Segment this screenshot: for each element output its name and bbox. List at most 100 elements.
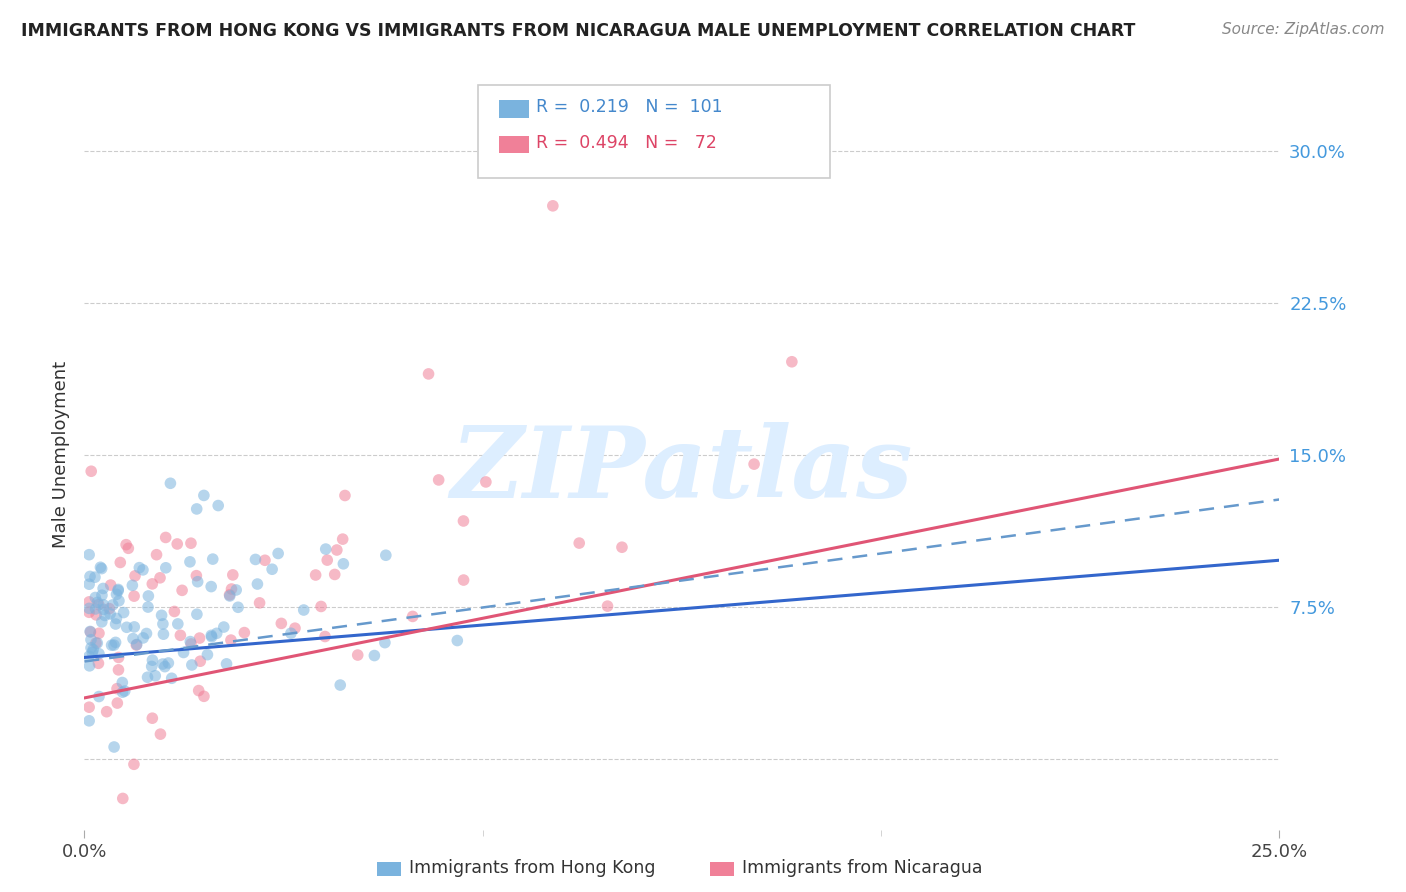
Point <box>105 681 128 696</box>
Point <box>179 634 201 648</box>
Point <box>104 617 127 632</box>
Point <box>172 583 194 598</box>
Point <box>309 599 332 614</box>
Point <box>141 711 163 725</box>
Point <box>141 659 163 673</box>
Point <box>87 657 110 671</box>
Point <box>122 757 145 772</box>
Point <box>77 577 100 591</box>
Point <box>200 580 222 594</box>
Point <box>145 548 167 562</box>
Point <box>105 696 128 710</box>
Point <box>141 577 163 591</box>
Point <box>80 632 103 647</box>
Point <box>166 537 188 551</box>
Point <box>141 653 163 667</box>
Point <box>103 638 125 652</box>
Point <box>77 548 100 562</box>
Point <box>201 630 224 644</box>
Point <box>77 605 100 619</box>
Point <box>100 638 122 652</box>
Point <box>201 552 224 566</box>
Point <box>222 568 245 582</box>
Point <box>87 690 110 704</box>
Point <box>596 599 619 614</box>
Point <box>374 635 396 649</box>
Point <box>128 560 150 574</box>
Point <box>333 488 356 502</box>
Point <box>280 626 302 640</box>
Point <box>329 678 352 692</box>
Point <box>111 675 134 690</box>
Point <box>87 647 110 661</box>
Point <box>267 546 290 560</box>
Point <box>270 616 292 631</box>
Point <box>93 598 115 612</box>
Point <box>84 570 107 584</box>
Point <box>221 582 243 596</box>
Point <box>155 561 177 575</box>
Point <box>105 611 128 625</box>
Point <box>94 608 117 623</box>
Point <box>418 367 440 381</box>
Point <box>114 684 136 698</box>
Point <box>187 574 209 589</box>
Point <box>205 626 228 640</box>
Point <box>77 595 100 609</box>
Point <box>86 636 108 650</box>
Point <box>80 464 103 478</box>
Point <box>160 671 183 685</box>
Point <box>77 649 100 664</box>
Point <box>219 633 242 648</box>
Point <box>249 596 271 610</box>
Point <box>111 791 134 805</box>
Point <box>245 552 267 566</box>
Point <box>180 637 202 651</box>
Point <box>187 683 209 698</box>
Y-axis label: Male Unemployment: Male Unemployment <box>52 361 70 549</box>
Point <box>110 556 132 570</box>
Point <box>453 514 475 528</box>
Point <box>107 582 129 597</box>
Point <box>82 645 104 659</box>
Point <box>87 598 110 612</box>
Point <box>84 607 107 622</box>
Point <box>124 620 146 634</box>
Point <box>122 589 145 603</box>
Point <box>87 626 110 640</box>
Point <box>173 645 195 659</box>
Point <box>93 602 115 616</box>
Point <box>79 569 101 583</box>
Text: IMMIGRANTS FROM HONG KONG VS IMMIGRANTS FROM NICARAGUA MALE UNEMPLOYMENT CORRELA: IMMIGRANTS FROM HONG KONG VS IMMIGRANTS … <box>21 22 1136 40</box>
Point <box>132 631 155 645</box>
Point <box>446 633 468 648</box>
Point <box>100 578 122 592</box>
Point <box>197 648 219 662</box>
Text: Immigrants from Nicaragua: Immigrants from Nicaragua <box>742 859 983 877</box>
Point <box>253 553 276 567</box>
Point <box>332 557 354 571</box>
Point <box>169 628 191 642</box>
Point <box>84 602 107 616</box>
Point <box>212 620 235 634</box>
Point <box>121 578 143 592</box>
Point <box>186 607 208 622</box>
Point <box>262 562 284 576</box>
Point <box>225 582 247 597</box>
Point <box>163 604 186 618</box>
Point <box>323 567 346 582</box>
Text: Immigrants from Hong Kong: Immigrants from Hong Kong <box>409 859 655 877</box>
Point <box>122 632 145 646</box>
Point <box>84 591 107 605</box>
Point <box>125 638 148 652</box>
Point <box>82 642 104 657</box>
Point <box>207 499 229 513</box>
Point <box>186 502 208 516</box>
Point <box>117 541 139 556</box>
Point <box>159 476 181 491</box>
Point <box>427 473 450 487</box>
Point <box>200 628 222 642</box>
Text: ZIPatlas: ZIPatlas <box>451 422 912 518</box>
Point <box>149 727 172 741</box>
Point <box>80 640 103 655</box>
